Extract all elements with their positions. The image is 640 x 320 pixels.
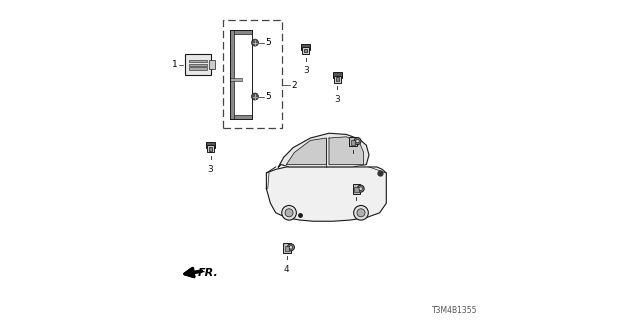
Bar	[285, 246, 289, 251]
Text: 4: 4	[284, 265, 289, 274]
Text: FR.: FR.	[198, 268, 219, 278]
Bar	[230, 78, 242, 82]
Circle shape	[356, 139, 359, 143]
Bar	[207, 145, 214, 152]
Polygon shape	[329, 137, 364, 164]
Circle shape	[282, 205, 296, 220]
Polygon shape	[266, 167, 387, 221]
Text: 3: 3	[208, 165, 213, 174]
Circle shape	[285, 209, 293, 217]
Bar	[230, 30, 252, 119]
Bar	[230, 115, 252, 119]
Text: 4: 4	[351, 158, 356, 167]
Polygon shape	[278, 133, 369, 167]
Circle shape	[354, 138, 361, 145]
Bar	[230, 30, 252, 34]
Text: 3: 3	[303, 67, 308, 76]
Bar	[355, 187, 358, 192]
Bar	[209, 60, 214, 69]
Text: 2: 2	[291, 81, 297, 90]
Bar	[351, 140, 355, 145]
Bar	[353, 184, 360, 194]
Text: T3M4B1355: T3M4B1355	[431, 307, 477, 316]
Bar	[209, 147, 212, 151]
Bar	[349, 137, 357, 147]
Bar	[336, 77, 339, 81]
Bar	[304, 49, 307, 52]
Bar	[189, 60, 207, 62]
Circle shape	[289, 246, 292, 249]
Circle shape	[252, 93, 259, 100]
Bar	[206, 142, 215, 148]
Circle shape	[357, 185, 364, 192]
Polygon shape	[286, 138, 326, 164]
Text: 5: 5	[266, 92, 271, 101]
Circle shape	[357, 209, 365, 217]
Text: 3: 3	[335, 95, 340, 104]
Bar	[333, 72, 342, 78]
Bar	[283, 243, 291, 253]
Bar	[189, 63, 207, 67]
Text: 5: 5	[266, 38, 271, 47]
Circle shape	[354, 205, 368, 220]
Bar	[189, 68, 207, 70]
Bar	[334, 76, 341, 83]
Circle shape	[252, 39, 259, 46]
Circle shape	[287, 244, 294, 251]
Text: 1: 1	[172, 60, 178, 69]
FancyBboxPatch shape	[184, 54, 211, 76]
Bar	[302, 47, 309, 54]
Bar	[230, 30, 234, 119]
Circle shape	[359, 187, 362, 190]
Text: 4: 4	[354, 206, 359, 215]
Bar	[223, 20, 282, 128]
Bar	[301, 44, 310, 50]
